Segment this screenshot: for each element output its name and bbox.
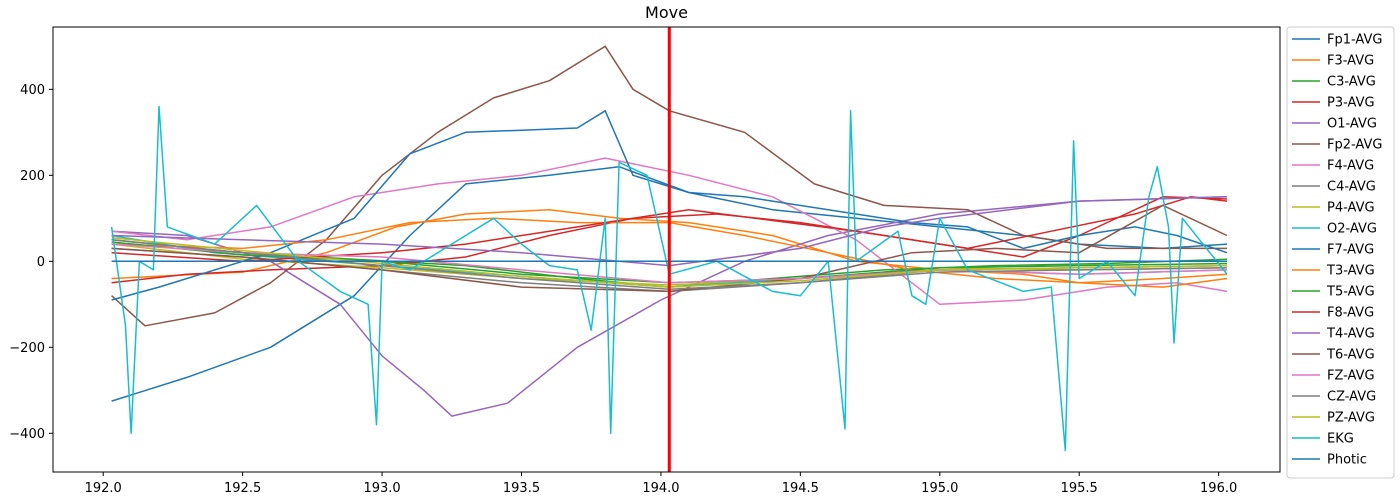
series-line-t3-avg bbox=[111, 217, 1228, 288]
y-tick-label: −200 bbox=[9, 341, 45, 356]
x-tick-label: 194.0 bbox=[642, 481, 679, 496]
series-line-f8-avg bbox=[111, 196, 1228, 263]
legend-label: Fp2-AVG bbox=[1327, 138, 1382, 153]
legend-label: CZ-AVG bbox=[1327, 390, 1376, 405]
axes-frame bbox=[52, 26, 1281, 473]
x-tick-label: 195.5 bbox=[1061, 481, 1098, 496]
legend-label: T3-AVG bbox=[1326, 264, 1375, 279]
legend-label: P4-AVG bbox=[1327, 201, 1375, 216]
legend-label: F3-AVG bbox=[1327, 54, 1374, 69]
x-tick-label: 195.0 bbox=[921, 481, 958, 496]
legend-label: O1-AVG bbox=[1327, 117, 1377, 132]
legend-label: P3-AVG bbox=[1327, 96, 1375, 111]
legend-label: PZ-AVG bbox=[1327, 411, 1375, 426]
x-tick-label: 192.0 bbox=[85, 481, 122, 496]
legend-label: T6-AVG bbox=[1326, 348, 1375, 363]
x-tick-label: 194.5 bbox=[782, 481, 819, 496]
legend-label: EKG bbox=[1327, 432, 1354, 447]
chart-title: Move bbox=[645, 3, 688, 22]
legend-label: Photic bbox=[1327, 453, 1367, 468]
legend-label: O2-AVG bbox=[1327, 222, 1377, 237]
series-line-t4-avg bbox=[111, 196, 1228, 267]
legend-label: F7-AVG bbox=[1327, 243, 1374, 258]
plot-area bbox=[110, 27, 1228, 472]
axes: 192.0 192.5 193.0 193.5 194.0 194.5 195.0 195.5… bbox=[9, 26, 1281, 496]
x-tick-label: 196.0 bbox=[1200, 481, 1237, 496]
legend-label: T4-AVG bbox=[1326, 327, 1375, 342]
y-tick-label: −400 bbox=[9, 427, 45, 442]
y-tick-label: 400 bbox=[20, 83, 45, 98]
y-tick-label: 200 bbox=[20, 169, 45, 184]
x-tick-label: 192.5 bbox=[224, 481, 261, 496]
legend: Fp1-AVG F3-AVG C3-AVG P3-AVG O1-AVG Fp2-AVG F4… bbox=[1286, 26, 1395, 479]
legend-label: C4-AVG bbox=[1327, 180, 1376, 195]
series-line-fp2-avg bbox=[111, 45, 1227, 327]
legend-box bbox=[1286, 26, 1395, 479]
series-line-f7-avg bbox=[111, 110, 1228, 301]
legend-label: C3-AVG bbox=[1327, 75, 1376, 90]
x-tick-label: 193.5 bbox=[503, 481, 540, 496]
legend-label: T5-AVG bbox=[1326, 285, 1375, 300]
legend-label: Fp1-AVG bbox=[1327, 33, 1382, 48]
legend-label: F8-AVG bbox=[1327, 306, 1374, 321]
series-line-ekg bbox=[110, 105, 1228, 452]
series-line-f3-avg bbox=[111, 208, 1228, 284]
legend-label: F4-AVG bbox=[1327, 159, 1374, 174]
legend-label: FZ-AVG bbox=[1327, 369, 1375, 384]
series-line-f4-avg bbox=[111, 157, 1228, 306]
x-tick-label: 193.0 bbox=[363, 481, 400, 496]
y-tick-label: 0 bbox=[37, 255, 45, 270]
